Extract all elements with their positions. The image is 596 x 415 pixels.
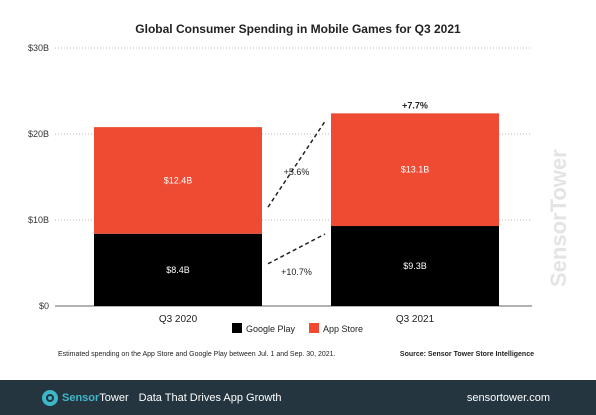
- footer-tagline: Data That Drives App Growth: [138, 391, 282, 404]
- bar-value-label: $9.3B: [403, 261, 427, 271]
- y-tick-label: $30B: [28, 43, 49, 53]
- growth-label-app-store: +5.6%: [284, 167, 310, 177]
- logo-text-tower: Tower: [99, 391, 129, 404]
- stacked-bar-chart: Global Consumer Spending in Mobile Games…: [28, 22, 532, 334]
- growth-label-google-play: +10.7%: [281, 267, 312, 277]
- footnote: Estimated spending on the App Store and …: [58, 351, 336, 358]
- legend-swatch: [309, 323, 320, 333]
- y-tick-label: $10B: [28, 215, 49, 225]
- bar-segment: [331, 113, 499, 227]
- growth-connector-google-play: [267, 233, 326, 265]
- legend-label: App Store: [323, 324, 363, 334]
- sensortower-logo-icon: [42, 389, 58, 406]
- bar-value-label: $13.1B: [401, 165, 430, 175]
- footer-url[interactable]: sensortower.com: [466, 391, 550, 404]
- footer-logo: Sensor Tower: [42, 389, 129, 406]
- bar-segment: [94, 233, 262, 306]
- bar-value-label: $8.4B: [166, 265, 190, 275]
- chart-title: Global Consumer Spending in Mobile Games…: [135, 22, 461, 36]
- sensortower-watermark: SensorTower: [528, 92, 588, 292]
- bar-segment: [331, 226, 499, 306]
- bar-segment: [94, 127, 262, 234]
- y-tick-label: $0: [39, 301, 49, 311]
- growth-label-total: +7.7%: [402, 100, 428, 110]
- x-tick-label: Q3 2021: [396, 314, 435, 325]
- legend-label: Google Play: [246, 324, 296, 334]
- legend-swatch: [232, 323, 242, 333]
- chart-area: Global Consumer Spending in Mobile Games…: [28, 22, 532, 334]
- logo-text-sensor: Sensor: [62, 391, 100, 404]
- footer-bar: Sensor Tower Data That Drives App Growth …: [0, 380, 596, 415]
- y-tick-label: $20B: [28, 129, 49, 139]
- source-note: Source: Sensor Tower Store Intelligence: [399, 351, 534, 358]
- bar-value-label: $12.4B: [164, 175, 193, 185]
- x-tick-label: Q3 2020: [159, 314, 198, 325]
- watermark-text: SensorTower: [546, 149, 571, 287]
- growth-connector-app-store: [267, 120, 326, 208]
